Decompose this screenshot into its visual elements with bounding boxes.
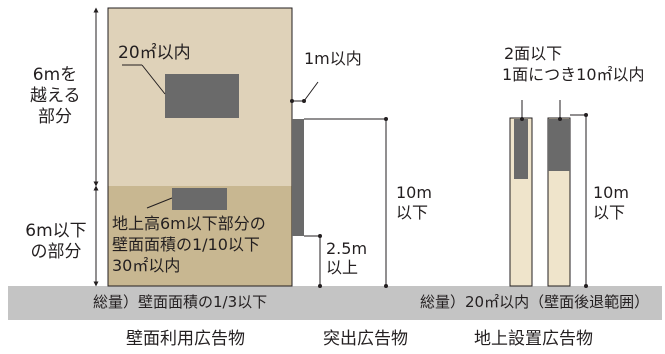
- clearance-line-2: 以上: [326, 258, 359, 277]
- clearance-dim-dot-b: [318, 284, 322, 288]
- projecting-height-line-2: 以下: [396, 203, 429, 222]
- wall-sign-lower-leader: [146, 197, 173, 209]
- ground-sign-left: [514, 119, 528, 179]
- projecting-height-line-1: 10m: [396, 183, 432, 202]
- ground-total: 総量）20㎡以内（壁面後退範囲）: [420, 293, 650, 311]
- projection-leader: [303, 81, 319, 102]
- wall-lower-limit-line-1: 地上高6m以下部分の: [112, 214, 266, 233]
- clearance-line-1: 2.5m: [326, 239, 368, 258]
- wall-lower-zone-label: 6m以下 の部分: [24, 223, 88, 261]
- wall-lower-limit-line-3: 30㎡以内: [112, 256, 181, 275]
- ground-sign-right: [548, 119, 570, 171]
- wall-upper-zone-label: 6mを 越える 部分: [30, 65, 81, 127]
- wall-sign-upper-leader-2: [141, 64, 166, 95]
- ground-height-line-1: 10m: [593, 183, 629, 202]
- wall-caption: 壁面利用広告物: [126, 329, 245, 349]
- ground-height: 10m 以下: [593, 185, 629, 221]
- wall-upper-zone-line-1: 6mを: [32, 65, 78, 85]
- clearance-dim-dot-t: [318, 234, 322, 238]
- wall-lower-limit-line-2: 壁面面積の1/10以下: [112, 235, 260, 254]
- projecting-height: 10m 以下: [396, 185, 432, 221]
- ground-face-limit-line-1: 2面以下: [504, 44, 563, 63]
- wall-lower-limit: 地上高6m以下部分の 壁面面積の1/10以下 30㎡以内: [112, 216, 266, 274]
- ground-caption: 地上設置広告物: [474, 329, 593, 349]
- projecting-clearance: 2.5m 以上: [326, 241, 367, 276]
- ground-height-dot-b: [584, 284, 588, 288]
- projecting-height-dot-t: [384, 117, 388, 121]
- projecting-height-dot-b: [384, 284, 388, 288]
- projecting-sign: [292, 119, 304, 236]
- wall-upper-limit: 20㎡以内: [118, 43, 191, 63]
- ground-face-limit-line-2: 1面につき10㎡以内: [502, 65, 645, 84]
- ground-face-limit: 2面以下 1面につき10㎡以内: [502, 44, 645, 84]
- projecting-caption: 突出広告物: [323, 329, 408, 349]
- wall-lower-zone-line-1: 6m以下: [25, 221, 87, 241]
- ground-band: [8, 286, 662, 320]
- wall-sign-lower: [172, 188, 227, 210]
- wall-sign-upper: [165, 74, 239, 118]
- projection-limit: 1m以内: [304, 49, 362, 68]
- ground-height-line-2: 以下: [593, 203, 626, 222]
- wall-total: 総量）壁面面積の1/3以下: [93, 293, 268, 311]
- wall-upper-zone-line-2: 越える: [30, 86, 81, 106]
- ground-height-dot-t: [584, 113, 588, 117]
- wall-upper-zone-line-3: 部分: [38, 107, 72, 127]
- projection-dim-dot-l: [290, 99, 294, 103]
- ground-face-dot-l: [520, 117, 524, 121]
- ground-face-dot-r: [558, 117, 562, 121]
- wall-lower-zone-line-2: の部分: [30, 242, 82, 262]
